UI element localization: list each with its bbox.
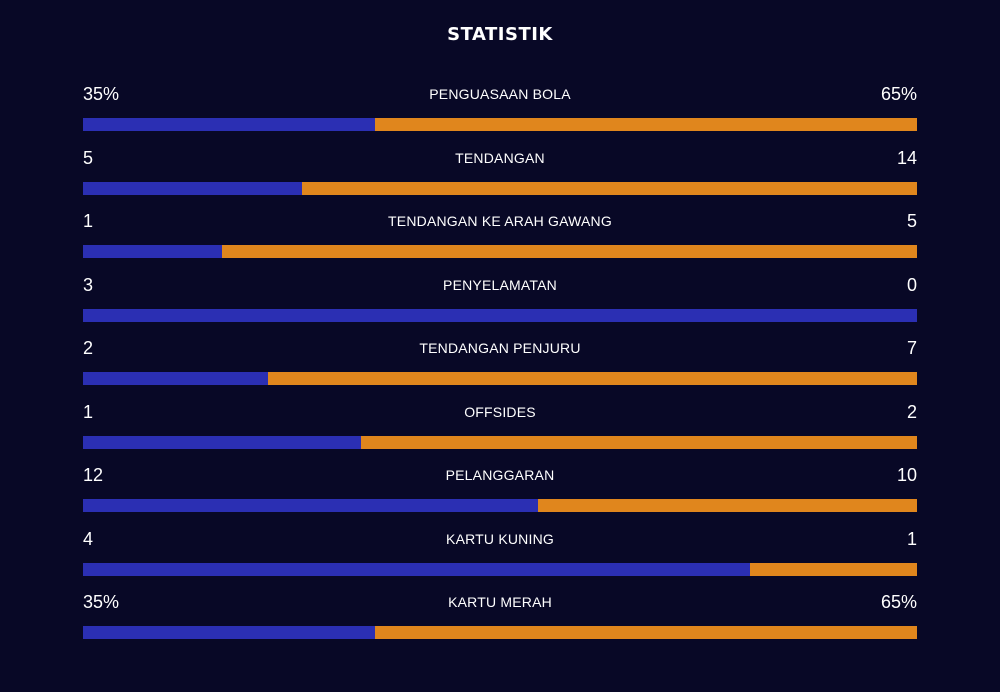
stat-bar — [83, 562, 917, 576]
stat-bar — [83, 372, 917, 385]
away-bar-fill — [374, 118, 917, 131]
home-bar-fill — [83, 372, 269, 385]
home-bar-fill — [83, 118, 375, 131]
home-value: 12 — [83, 465, 104, 485]
stat-bar — [83, 499, 917, 512]
stats-list: 35% PENGUASAAN BOLA 65% 5 TENDANGAN 14 1… — [83, 82, 917, 654]
home-bar-fill — [83, 626, 375, 639]
stat-bar — [83, 626, 917, 639]
stat-bar — [83, 435, 917, 449]
away-value: 65% — [880, 84, 917, 104]
home-value: 1 — [83, 211, 94, 231]
stat-bar — [83, 245, 917, 258]
home-value: 4 — [83, 528, 94, 549]
home-bar-fill — [83, 181, 303, 195]
stat-row-pelanggaran: 12 PELANGGARAN 10 — [83, 463, 917, 527]
home-value: 35% — [83, 84, 120, 104]
stat-label: PENGUASAAN BOLA — [429, 86, 571, 102]
home-value: 5 — [83, 147, 94, 168]
stat-row-offsides: 1 OFFSIDES 2 — [83, 400, 917, 464]
away-bar-fill — [360, 435, 917, 449]
away-value: 65% — [880, 592, 917, 612]
stat-row-tendangan-ke-arah-gawang: 1 TENDANGAN KE ARAH GAWANG 5 — [83, 209, 917, 273]
away-bar-fill — [268, 372, 917, 385]
stat-row-kartu-kuning: 4 KARTU KUNING 1 — [83, 527, 917, 591]
away-value: 14 — [896, 147, 917, 168]
home-value: 3 — [83, 274, 94, 295]
home-value: 35% — [83, 592, 120, 612]
away-bar-fill — [302, 181, 917, 195]
stat-label: PENYELAMATAN — [443, 276, 557, 293]
away-bar-fill — [222, 245, 917, 258]
page-title: STATISTIK — [447, 24, 553, 45]
away-bar-fill — [374, 626, 917, 639]
home-bar-fill — [83, 562, 751, 576]
stat-bar — [83, 181, 917, 195]
home-bar-fill — [83, 499, 538, 512]
stat-label: OFFSIDES — [464, 403, 536, 420]
away-value: 1 — [906, 528, 917, 549]
away-bar-fill — [537, 499, 917, 512]
away-bar-fill — [750, 562, 917, 576]
stat-bar — [83, 308, 917, 322]
stat-label: KARTU MERAH — [448, 594, 552, 610]
home-bar-fill — [83, 245, 223, 258]
home-value: 1 — [83, 401, 94, 422]
stat-row-tendangan: 5 TENDANGAN 14 — [83, 146, 917, 210]
away-value: 0 — [906, 274, 917, 295]
away-value: 7 — [906, 338, 917, 358]
stat-row-tendangan-penjuru: 2 TENDANGAN PENJURU 7 — [83, 336, 917, 400]
home-value: 2 — [83, 338, 94, 358]
stat-label: KARTU KUNING — [446, 530, 554, 547]
stat-bar — [83, 118, 917, 131]
home-bar-fill — [83, 308, 917, 322]
stat-row-penyelamatan: 3 PENYELAMATAN 0 — [83, 273, 917, 337]
stat-row-penguasaan-bola: 35% PENGUASAAN BOLA 65% — [83, 82, 917, 146]
away-value: 10 — [896, 465, 917, 485]
home-bar-fill — [83, 435, 361, 449]
away-value: 2 — [906, 401, 917, 422]
stat-label: PELANGGARAN — [445, 467, 555, 483]
stat-label: TENDANGAN — [455, 149, 545, 166]
stat-label: TENDANGAN PENJURU — [419, 340, 581, 356]
stat-label: TENDANGAN KE ARAH GAWANG — [388, 213, 612, 229]
away-value: 5 — [906, 211, 917, 231]
stat-row-kartu-merah: 35% KARTU MERAH 65% — [83, 590, 917, 654]
